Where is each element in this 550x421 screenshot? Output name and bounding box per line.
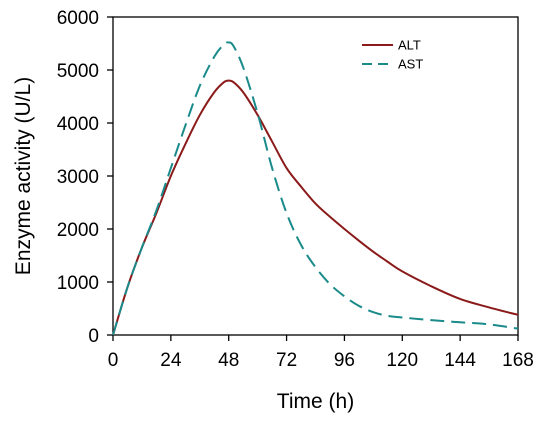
plot-area [112,16,519,336]
x-tick-label: 144 [444,350,476,371]
legend-label-ast: AST [398,57,423,72]
x-tick-label: 96 [334,350,355,371]
x-tick-label: 72 [276,350,297,371]
x-tick-label: 24 [160,350,182,371]
series-line-alt [112,79,519,336]
y-axis: 0 1000 2000 3000 4000 5000 6000 [57,8,113,347]
y-tick-label: 1000 [57,273,99,294]
y-tick-label: 6000 [57,8,99,29]
plot-border [112,16,519,336]
x-axis-title: Time (h) [277,390,354,413]
x-tick-label: 168 [502,350,534,371]
y-tick-label: 3000 [57,167,99,188]
x-tick-label: 120 [386,350,418,371]
x-axis: 0 24 48 72 96 120 144 168 [108,335,534,371]
series-layer [112,41,519,336]
y-axis-title: Enzyme activity (U/L) [12,77,35,275]
y-tick-label: 4000 [57,114,99,135]
x-tick-label: 48 [218,350,239,371]
legend-label-alt: ALT [398,38,421,53]
y-tick-label: 0 [88,326,99,347]
y-tick-label: 5000 [57,61,99,82]
series-line-ast [112,41,519,336]
y-tick-label: 2000 [57,220,99,241]
x-tick-label: 0 [108,350,119,371]
legend: ALT AST [362,38,423,72]
